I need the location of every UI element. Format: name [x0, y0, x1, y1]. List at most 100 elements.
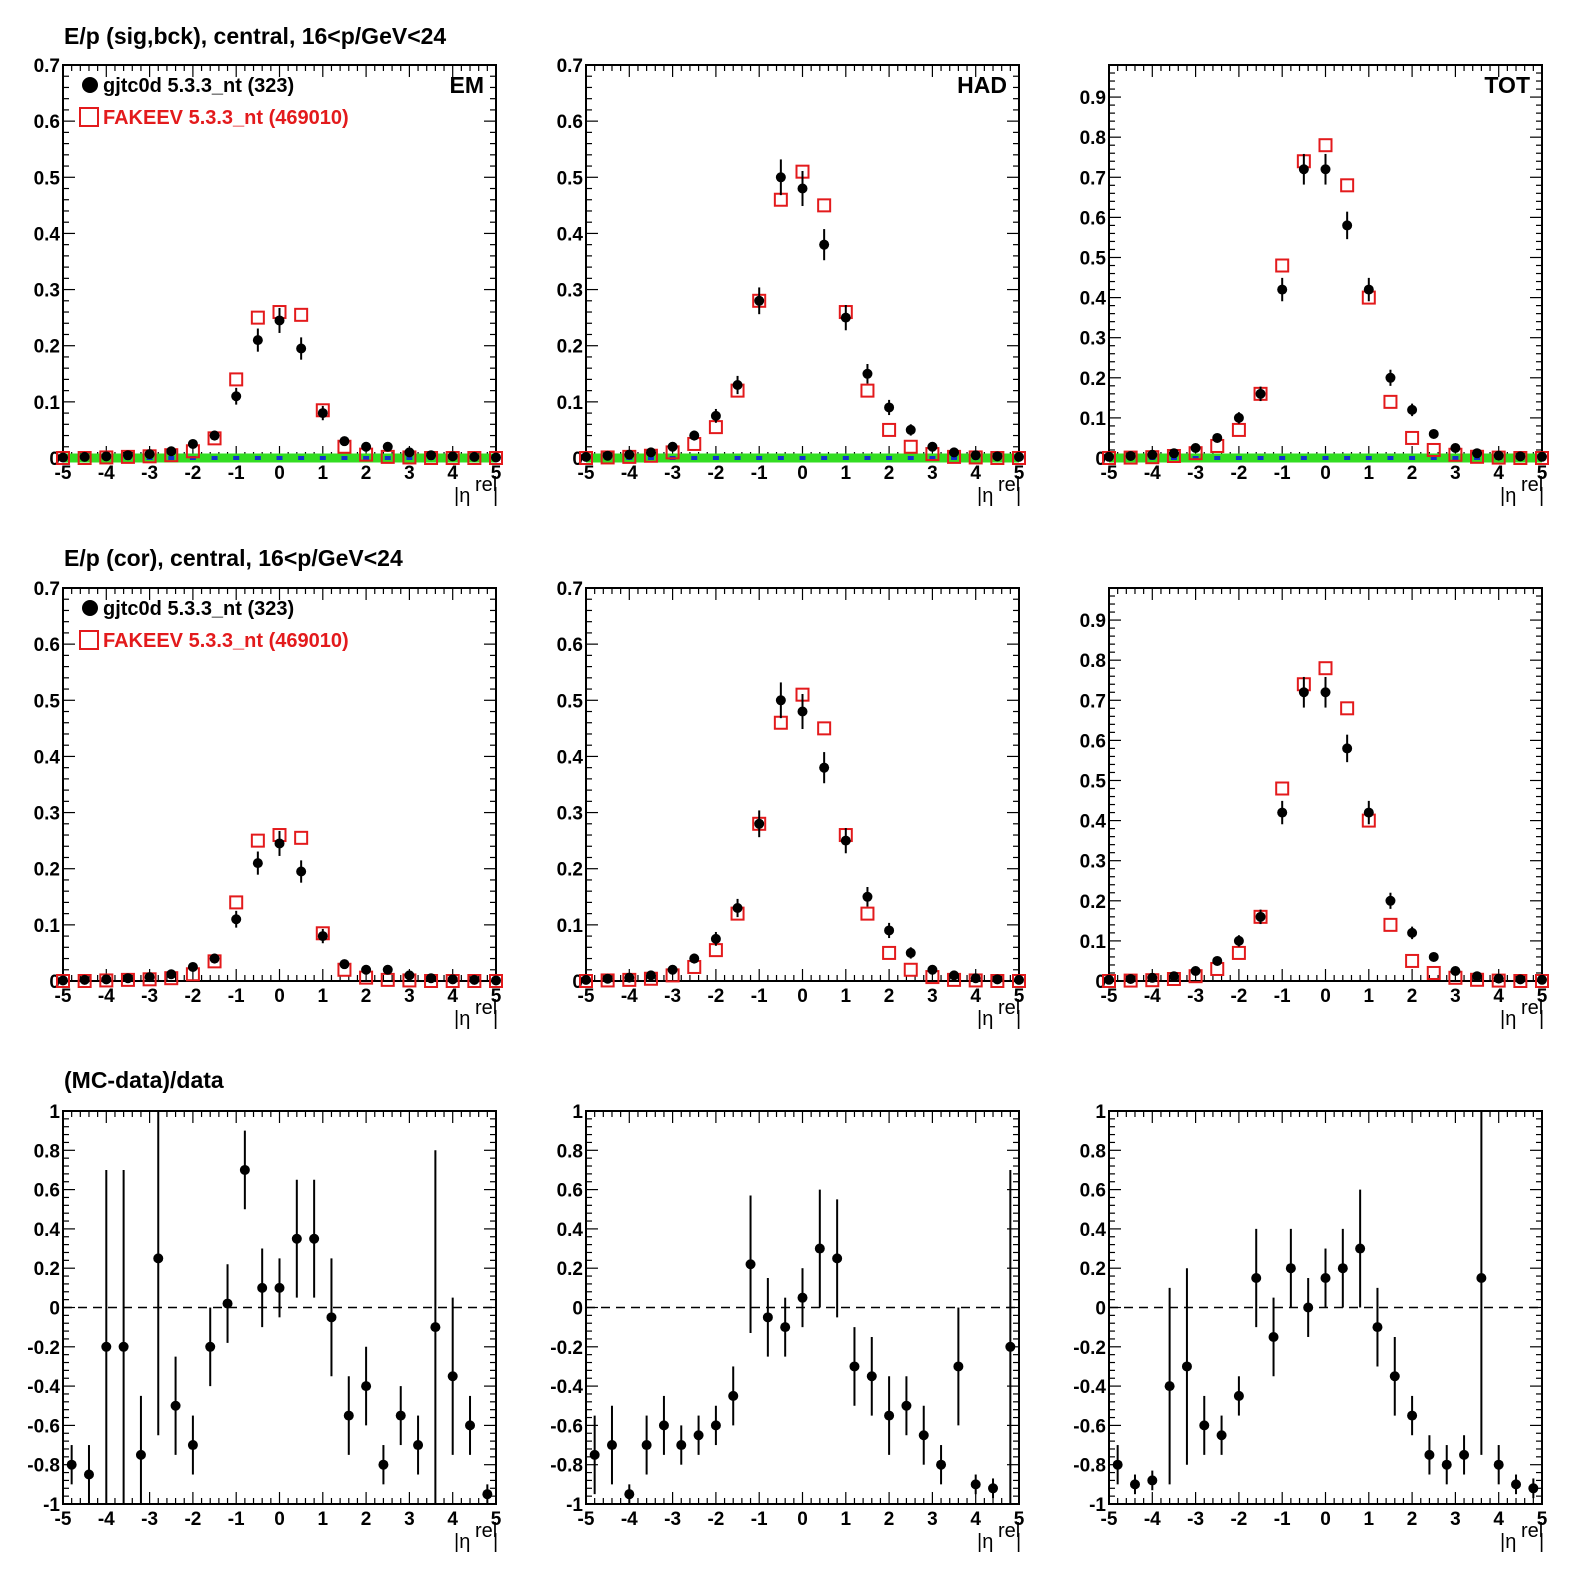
- y-tick-label: 0.5: [1080, 771, 1107, 792]
- x-tick-label: 4: [447, 1509, 458, 1530]
- x-tick-label: 1: [1364, 1509, 1375, 1530]
- y-tick-label: 0: [49, 449, 60, 470]
- x-tick-label: -5: [578, 986, 595, 1007]
- y-tick-label: 0.3: [557, 281, 583, 302]
- y-tick-label: 0.4: [557, 1220, 584, 1241]
- background-point: [406, 456, 413, 460]
- data-point: [166, 446, 177, 457]
- x-axis-label: |η: [454, 1531, 470, 1553]
- x-tick-label: 1: [841, 463, 852, 484]
- data-point: [144, 449, 155, 460]
- row-title-cor: E/p (cor), central, 16<p/GeV<24: [64, 545, 403, 571]
- data-point: [58, 452, 68, 463]
- data-point: [884, 402, 895, 413]
- data-point: [676, 1440, 687, 1451]
- data-point: [970, 1479, 981, 1490]
- data-point: [122, 450, 133, 461]
- data-point: [1424, 1449, 1435, 1460]
- data-point: [1298, 687, 1309, 698]
- background-point: [756, 456, 763, 460]
- mc-point: [1426, 965, 1441, 980]
- y-tick-label: -1: [43, 1495, 60, 1516]
- data-point: [728, 1390, 739, 1401]
- x-tick-label: -5: [1101, 463, 1118, 484]
- background-point: [1192, 456, 1199, 460]
- data-point: [482, 1489, 493, 1500]
- x-tick-label: -5: [1101, 1509, 1118, 1530]
- data-point: [1441, 1459, 1452, 1470]
- x-axis-label-end: |: [493, 485, 498, 507]
- x-axis-label: |η: [977, 485, 993, 507]
- data-point: [866, 1371, 877, 1382]
- y-tick-label: 0.8: [1080, 1141, 1106, 1162]
- x-tick-label: -3: [664, 1509, 681, 1530]
- mc-point: [903, 439, 918, 454]
- mc-point: [860, 383, 875, 398]
- data-point: [66, 1459, 77, 1470]
- legend-data-marker: [82, 77, 98, 93]
- y-tick-label: 0.2: [1080, 369, 1106, 390]
- y-tick-label: 0.1: [557, 393, 584, 414]
- data-point: [710, 933, 721, 944]
- data-point: [936, 1459, 947, 1470]
- mc-point: [1340, 701, 1355, 716]
- data-point: [1285, 1263, 1296, 1274]
- y-tick-label: -0.4: [550, 1377, 583, 1398]
- data-point: [296, 343, 307, 354]
- mc-point: [1231, 945, 1246, 960]
- y-tick-label: 0.2: [1080, 1259, 1106, 1280]
- data-point: [326, 1312, 337, 1323]
- data-point: [361, 441, 372, 452]
- y-tick-label: 0.1: [34, 393, 61, 414]
- y-tick-label: 0: [572, 1299, 583, 1320]
- x-tick-label: 3: [927, 986, 938, 1007]
- y-tick-label: 0: [49, 1299, 60, 1320]
- background-point: [254, 456, 261, 460]
- panel-1: -5 -4 -3 -2 -1 0 1 2 3 4 5 |η rel| 0 0.1 0.2 0.3 0.4 0.5 0.…: [34, 56, 503, 507]
- x-axis-label-end: |: [493, 1531, 498, 1553]
- data-point: [296, 866, 307, 877]
- data-point: [1493, 450, 1504, 461]
- legend-mc-marker: [79, 630, 99, 650]
- data-point: [447, 451, 458, 462]
- x-tick-label: 5: [1537, 986, 1548, 1007]
- y-tick-label: 0.4: [1080, 289, 1107, 310]
- data-point: [469, 451, 480, 462]
- background-point: [1409, 456, 1416, 460]
- x-tick-label: -5: [1101, 986, 1118, 1007]
- y-tick-label: 0.4: [1080, 812, 1107, 833]
- y-tick-label: -0.2: [1073, 1338, 1106, 1359]
- x-axis-label: |η: [454, 1008, 470, 1030]
- x-tick-label: 5: [1537, 1509, 1548, 1530]
- data-point: [252, 335, 263, 346]
- data-point: [1251, 1273, 1262, 1284]
- y-tick-label: -0.6: [27, 1416, 60, 1437]
- x-tick-label: 2: [361, 1509, 372, 1530]
- x-tick-label: 5: [491, 1509, 502, 1530]
- data-point: [274, 1282, 285, 1293]
- data-point: [135, 1449, 146, 1460]
- y-tick-label: 0.4: [34, 224, 61, 245]
- data-point: [491, 452, 501, 463]
- x-tick-label: 0: [274, 463, 285, 484]
- data-point: [1125, 973, 1136, 984]
- data-point: [1342, 220, 1353, 231]
- y-tick-label: 0.6: [1080, 208, 1106, 229]
- x-tick-label: -2: [184, 1509, 201, 1530]
- x-tick-label: 2: [1407, 463, 1418, 484]
- x-tick-label: 0: [1320, 986, 1331, 1007]
- y-tick-label: 0.6: [557, 635, 583, 656]
- legend-mc-marker: [79, 107, 99, 127]
- x-axis-label: |η: [977, 1531, 993, 1553]
- data-point: [710, 410, 721, 421]
- data-point: [231, 391, 242, 402]
- data-point: [1537, 974, 1547, 985]
- panel-5: -5 -4 -3 -2 -1 0 1 2 3 4 5 |η rel| 0 0.1 0.2 0.3 0.4 0.5 0.…: [557, 579, 1026, 1030]
- data-point: [1459, 1449, 1470, 1460]
- y-tick-label: 0.2: [557, 1259, 583, 1280]
- y-tick-label: 0.8: [557, 1141, 583, 1162]
- data-point: [1104, 974, 1114, 985]
- legend-data-label: gjtc0d 5.3.3_nt (323): [103, 598, 294, 620]
- x-tick-label: 3: [1450, 986, 1461, 1007]
- x-tick-label: 2: [361, 463, 372, 484]
